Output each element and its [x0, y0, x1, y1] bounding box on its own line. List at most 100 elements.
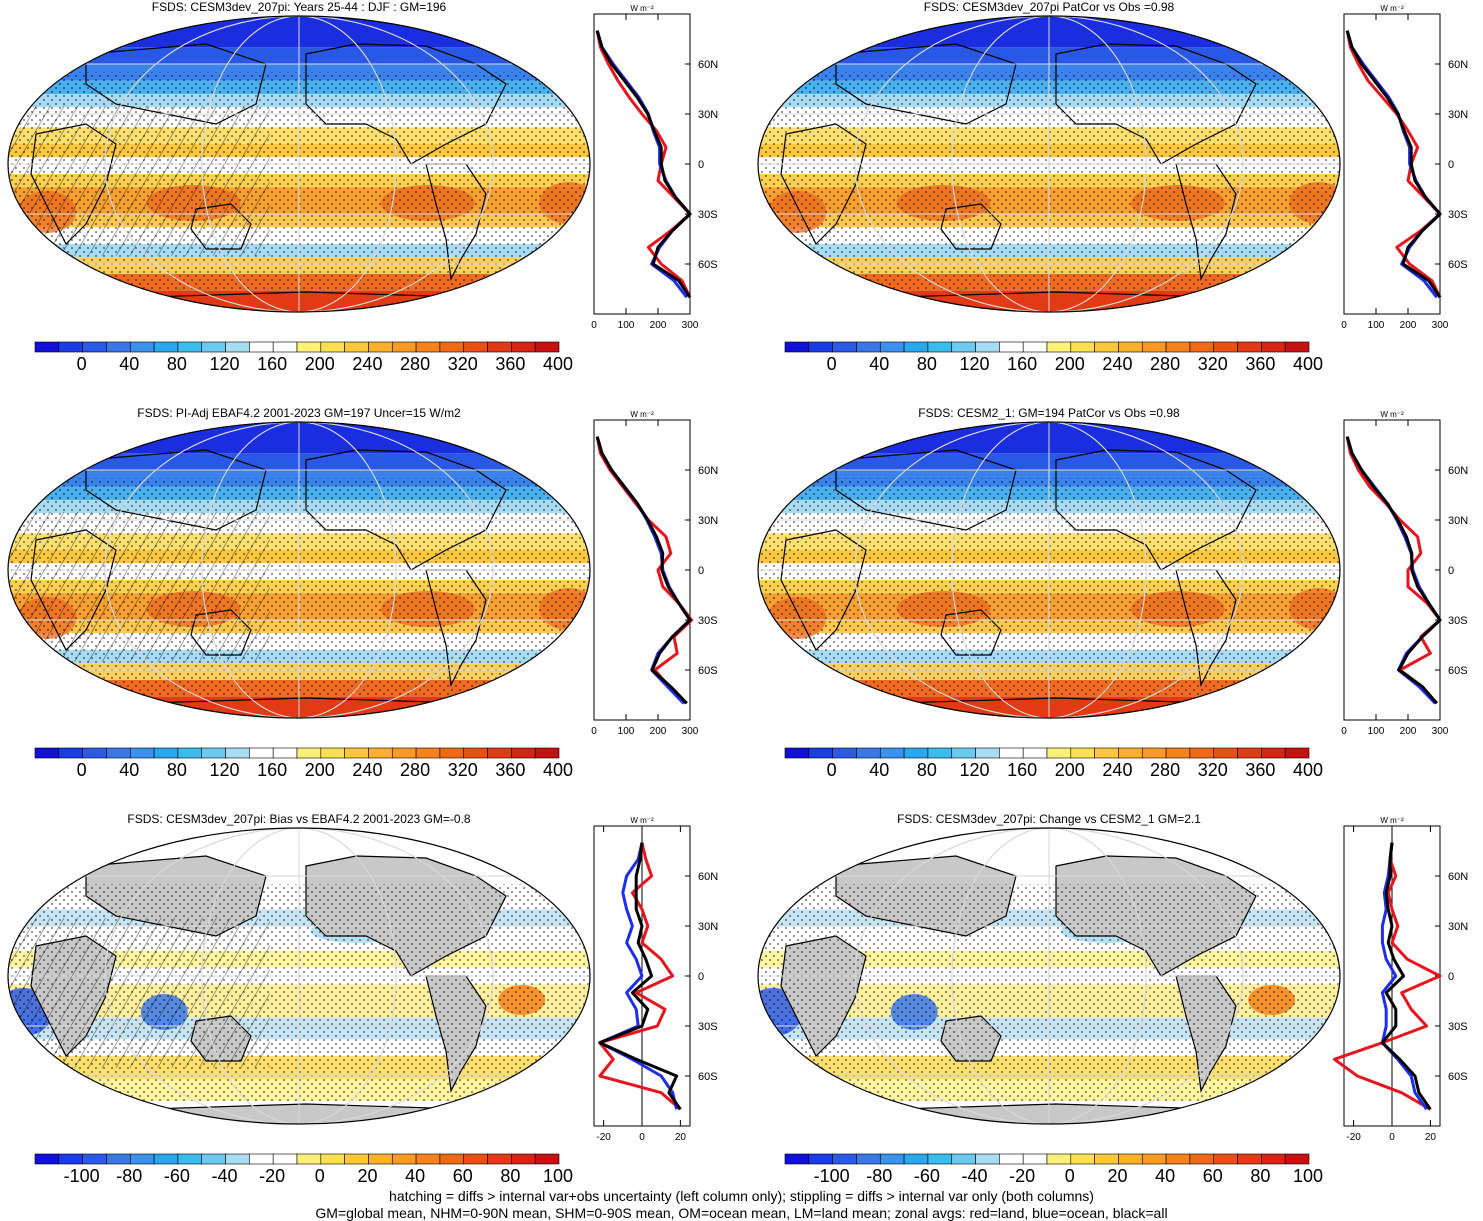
colorbar-swatch [856, 1153, 881, 1165]
colorbar-swatch [1094, 1153, 1119, 1165]
map-outline [757, 421, 1341, 719]
zonal-x-tick-label: 20 [1425, 1132, 1437, 1143]
colorbar-swatch [879, 341, 905, 353]
colorbar-label: 400 [1292, 760, 1324, 780]
colorbar-swatch [368, 341, 393, 353]
zonal-x-tick-label: 100 [618, 320, 635, 331]
colorbar-label: 280 [1150, 354, 1181, 374]
colorbar-swatch [439, 1153, 465, 1165]
zonal-lat-tick-label: 30S [1448, 615, 1468, 627]
zonal-mean-plot: W m⁻² 60N 30N 0 30S 60S 0 100 200 300 [591, 4, 718, 331]
zonal-mean-plot: W m⁻² 60N 30N 0 30S 60S 0 100 200 300 [591, 410, 718, 737]
colorbar-label: 240 [1102, 354, 1133, 374]
colorbar-label: 360 [495, 354, 526, 374]
colorbar-swatch [1022, 747, 1048, 759]
colorbar-swatch [1046, 341, 1072, 353]
world-map [7, 421, 591, 719]
colorbar-label: 60 [1202, 1166, 1223, 1186]
colorbar-swatch [296, 1153, 322, 1165]
colorbar-label: 200 [1054, 760, 1085, 780]
colorbar-swatch [1284, 1153, 1310, 1165]
colorbar-label: 0 [826, 760, 837, 780]
colorbar-swatch [903, 341, 929, 353]
colorbar-label: 320 [1197, 760, 1228, 780]
colorbar-label: 100 [542, 1166, 574, 1186]
colorbar-swatch [1189, 341, 1215, 353]
colorbar-swatch [344, 747, 369, 759]
colorbar-swatch [153, 1153, 179, 1165]
colorbar-label: -80 [116, 1166, 143, 1186]
colorbar-swatch [391, 1153, 417, 1165]
colorbar-label: 40 [869, 354, 890, 374]
colorbar-swatch [487, 1153, 512, 1165]
zonal-x-tick-label: 300 [682, 320, 699, 331]
colorbar-swatch [808, 1153, 833, 1165]
colorbar-swatch [225, 1153, 250, 1165]
colorbar-swatch [784, 341, 810, 353]
panel-title: FSDS: CESM3dev_207pi: Years 25-44 : DJF … [151, 0, 447, 14]
colorbar-swatch [129, 341, 155, 353]
colorbar-label: 160 [1007, 354, 1038, 374]
colorbar-swatch [391, 747, 417, 759]
colorbar-swatch [1213, 341, 1238, 353]
colorbar-label: 0 [1064, 1166, 1075, 1186]
colorbar-label: 400 [542, 354, 574, 374]
world-map [7, 15, 591, 313]
map-outline [7, 421, 591, 719]
colorbar-swatch [344, 341, 369, 353]
zonal-mean-plot: W m⁻² 60N 30N 0 30S 60S 0 100 200 300 [1341, 4, 1468, 331]
footer-line-2: GM=global mean, NHM=0-90N mean, SHM=0-90… [315, 1205, 1168, 1221]
colorbar-swatch [1261, 1153, 1286, 1165]
panel-title: FSDS: CESM3dev_207pi PatCor vs Obs =0.98 [923, 0, 1175, 14]
colorbar-label: 20 [1107, 1166, 1128, 1186]
zonal-x-tick-label: 300 [1432, 320, 1449, 331]
zonal-lat-tick-label: 60N [1448, 465, 1468, 477]
colorbar-swatch [1141, 1153, 1167, 1165]
zonal-lat-tick-label: 60N [698, 59, 718, 71]
colorbar-label: 40 [869, 760, 890, 780]
colorbar-swatch [82, 747, 107, 759]
zonal-lat-tick-label: 0 [1448, 159, 1454, 171]
colorbar-label: 160 [1007, 760, 1038, 780]
colorbar-swatch [927, 1153, 953, 1165]
colorbar-swatch [1094, 747, 1119, 759]
map-outline [7, 827, 591, 1125]
colorbar-label: 240 [1102, 760, 1133, 780]
colorbar-swatch [784, 1153, 810, 1165]
colorbar-swatch [1284, 747, 1310, 759]
zonal-x-tick-label: 200 [1400, 320, 1417, 331]
zonal-lat-tick-label: 0 [1448, 971, 1454, 983]
colorbar-label: 160 [257, 760, 288, 780]
continent-outline [85, 1103, 527, 1124]
zonal-unit-label: W m⁻² [630, 410, 654, 419]
colorbar-swatch [106, 341, 131, 353]
colorbar-label: 400 [1292, 354, 1324, 374]
colorbar [784, 341, 1310, 353]
colorbar-swatch [534, 1153, 560, 1165]
colorbar-swatch [58, 747, 83, 759]
colorbar-swatch [129, 1153, 155, 1165]
zonal-lat-tick-label: 30N [698, 921, 718, 933]
world-map [7, 827, 591, 1125]
colorbar-swatch [106, 1153, 131, 1165]
colorbar-label: 40 [119, 354, 140, 374]
colorbar-swatch [296, 747, 322, 759]
zonal-series-land [1345, 30, 1442, 298]
colorbar-label: -20 [1009, 1166, 1036, 1186]
colorbar-swatch [1237, 747, 1262, 759]
footer-line-1: hatching = diffs > internal var+obs unce… [389, 1188, 1094, 1204]
colorbar-swatch [82, 341, 107, 353]
zonal-lat-tick-label: 60S [698, 665, 718, 677]
colorbar-swatch [511, 341, 536, 353]
map-outline [757, 827, 1341, 1125]
colorbar-label: 120 [959, 760, 990, 780]
colorbar-label: 320 [447, 760, 478, 780]
colorbar-label: 120 [209, 354, 240, 374]
zonal-lat-tick-label: 30S [698, 209, 718, 221]
colorbar-swatch [903, 747, 929, 759]
colorbar-swatch [201, 747, 226, 759]
colorbar-swatch [1213, 1153, 1238, 1165]
colorbar-swatch [1165, 747, 1191, 759]
zonal-series-land [1345, 436, 1442, 705]
colorbar-swatch [1284, 341, 1310, 353]
